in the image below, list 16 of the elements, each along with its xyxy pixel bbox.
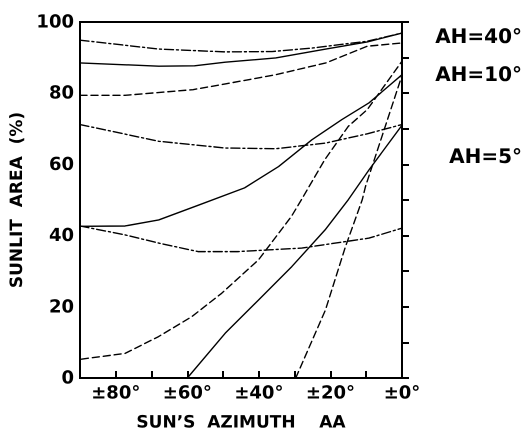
y-tick-label: 0 xyxy=(61,368,74,388)
text: AH=40° xyxy=(435,24,522,48)
y-axis-title: SUNLIT AREA (%) xyxy=(7,112,28,288)
y-tick-label: 80 xyxy=(48,82,74,104)
x-tick-label: ±0° xyxy=(384,382,420,404)
x-tick-label: ±40° xyxy=(234,382,284,404)
y-tick-label: 60 xyxy=(48,154,74,175)
y-tick-label: 40 xyxy=(48,225,74,246)
x-tick-label: ±60° xyxy=(162,382,212,404)
y-tick-label: 100 xyxy=(36,12,74,32)
x-axis-title: SUN’S AZIMUTH AA xyxy=(136,412,346,432)
x-tick-label: ±20° xyxy=(306,382,356,404)
text: AH=5° xyxy=(449,144,522,168)
x-tick-label: ±80° xyxy=(91,382,140,404)
text: AH=10° xyxy=(435,62,522,86)
y-tick-label: 20 xyxy=(48,296,74,318)
